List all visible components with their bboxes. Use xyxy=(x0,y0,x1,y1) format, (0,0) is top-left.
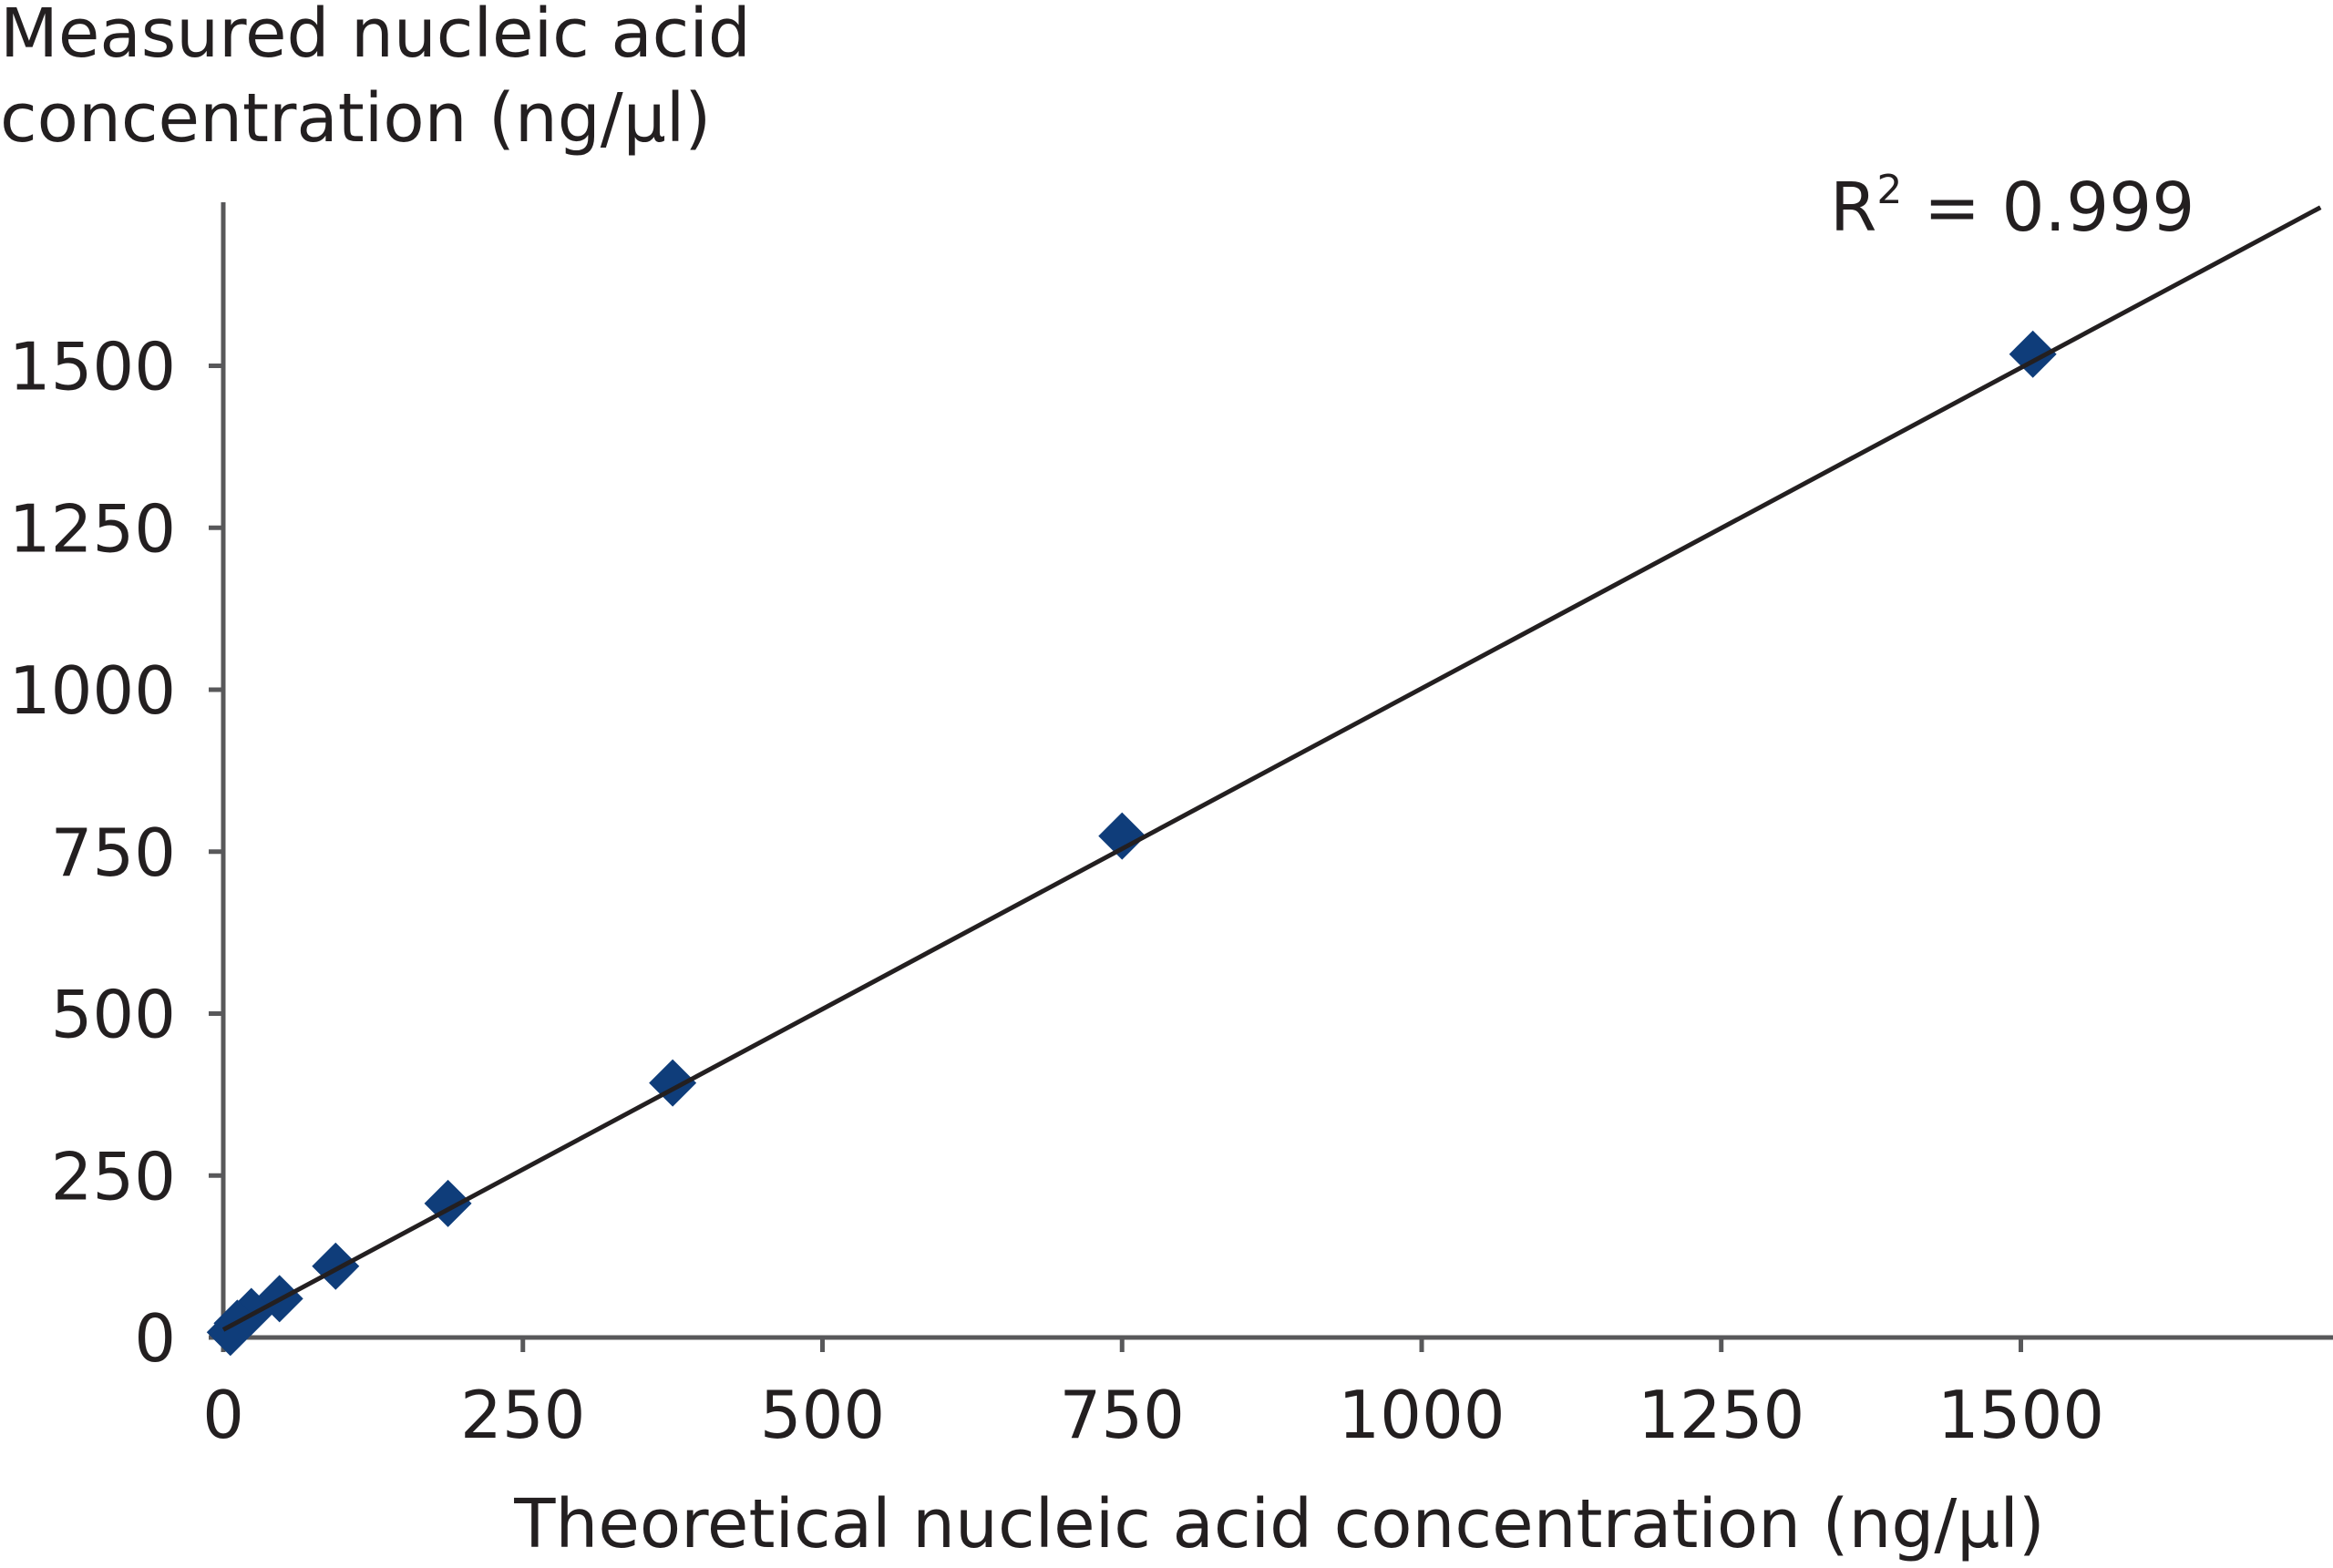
x-tick-label: 1250 xyxy=(1638,1377,1804,1453)
x-tick-label: 0 xyxy=(202,1377,244,1453)
x-axis-label: Theoretical nucleic acid concentration (… xyxy=(513,1485,2045,1563)
x-tick-label: 750 xyxy=(1060,1377,1185,1453)
y-tick-label: 1000 xyxy=(9,652,176,729)
fit-line xyxy=(221,205,2322,1332)
y-axis-label-line-2: concentration (ng/µl) xyxy=(0,79,711,158)
x-tick-label: 250 xyxy=(460,1377,585,1453)
r-squared-superscript: 2 xyxy=(1876,167,1902,213)
y-tick-label: 500 xyxy=(51,977,176,1053)
y-axis-label-line-1: Measured nucleic acid xyxy=(0,0,751,73)
x-tick-label: 1000 xyxy=(1338,1377,1505,1453)
data-point xyxy=(1098,812,1146,860)
data-point xyxy=(206,1308,254,1357)
y-tick-label: 250 xyxy=(51,1138,176,1214)
data-point xyxy=(312,1242,360,1290)
y-tick-label: 1500 xyxy=(9,329,176,405)
y-tick-label: 1250 xyxy=(9,490,176,567)
x-tick-label: 500 xyxy=(760,1377,885,1453)
r-squared-annotation: R2 = 0.999 xyxy=(1830,167,2194,247)
x-tick-label: 1500 xyxy=(1937,1377,2104,1453)
y-tick-label: 0 xyxy=(134,1300,176,1377)
r-squared-r: R xyxy=(1830,169,1876,247)
y-tick-label: 750 xyxy=(51,815,176,891)
r-squared-value: = 0.999 xyxy=(1902,169,2194,247)
